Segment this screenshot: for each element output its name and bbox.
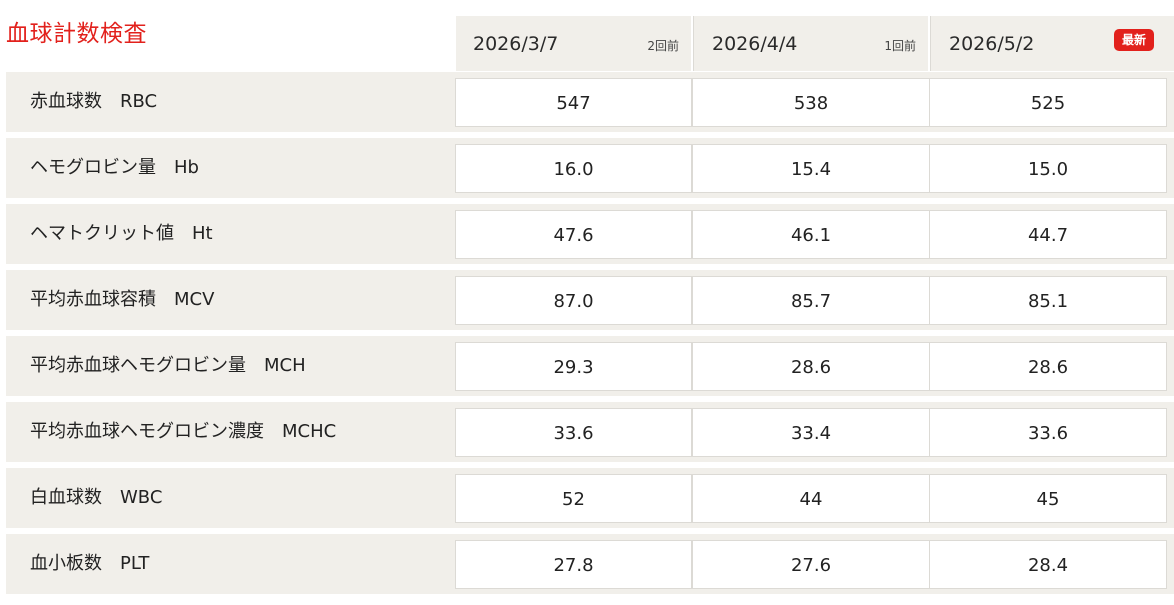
column-date: 2026/5/2 [949,32,1035,55]
value-cell: 45 [929,474,1167,523]
table-row: 平均赤血球容積 MCV 87.0 85.7 85.1 [6,270,1174,330]
table-row: 白血球数 WBC 52 44 45 [6,468,1174,528]
row-label: 白血球数 WBC [30,487,163,508]
value-cell: 85.1 [929,276,1167,325]
value-cell: 33.6 [455,408,692,457]
column-header-latest: 2026/5/2 最新 [930,16,1174,71]
column-header-1-before: 2026/4/4 1回前 [693,16,928,71]
row-label: ヘマトクリット値 Ht [30,223,213,244]
row-label: 血小板数 PLT [30,553,150,574]
value-cell: 28.4 [929,540,1167,589]
value-cell: 28.6 [692,342,930,391]
value-cell: 33.6 [929,408,1167,457]
table-row: ヘモグロビン量 Hb 16.0 15.4 15.0 [6,138,1174,198]
value-cell: 525 [929,78,1167,127]
row-label: 平均赤血球ヘモグロビン量 MCH [30,355,306,376]
value-cell: 15.0 [929,144,1167,193]
column-date: 2026/4/4 [712,32,798,55]
value-cell: 87.0 [455,276,692,325]
table-row: 赤血球数 RBC 547 538 525 [6,72,1174,132]
column-tag: 2回前 [647,39,679,53]
value-cell: 47.6 [455,210,692,259]
row-label: 平均赤血球ヘモグロビン濃度 MCHC [30,421,337,442]
value-cell: 27.8 [455,540,692,589]
column-header-2-before: 2026/3/7 2回前 [456,16,691,71]
value-cell: 15.4 [692,144,930,193]
row-label: 平均赤血球容積 MCV [30,289,215,310]
table-row: 血小板数 PLT 27.8 27.6 28.4 [6,534,1174,594]
page-title: 血球計数検査 [6,21,147,47]
table-row: ヘマトクリット値 Ht 47.6 46.1 44.7 [6,204,1174,264]
value-cell: 547 [455,78,692,127]
value-cell: 44.7 [929,210,1167,259]
latest-badge: 最新 [1113,29,1154,51]
table-row: 平均赤血球ヘモグロビン濃度 MCHC 33.6 33.4 33.6 [6,402,1174,462]
row-label: 赤血球数 RBC [30,91,158,112]
value-cell: 29.3 [455,342,692,391]
value-cell: 52 [455,474,692,523]
value-cell: 46.1 [692,210,930,259]
row-label: ヘモグロビン量 Hb [30,157,199,178]
value-cell: 16.0 [455,144,692,193]
column-date: 2026/3/7 [473,32,559,55]
value-cell: 33.4 [692,408,930,457]
value-cell: 538 [692,78,930,127]
column-tag: 1回前 [884,39,916,53]
value-cell: 85.7 [692,276,930,325]
value-cell: 28.6 [929,342,1167,391]
value-cell: 44 [692,474,930,523]
value-cell: 27.6 [692,540,930,589]
table-row: 平均赤血球ヘモグロビン量 MCH 29.3 28.6 28.6 [6,336,1174,396]
